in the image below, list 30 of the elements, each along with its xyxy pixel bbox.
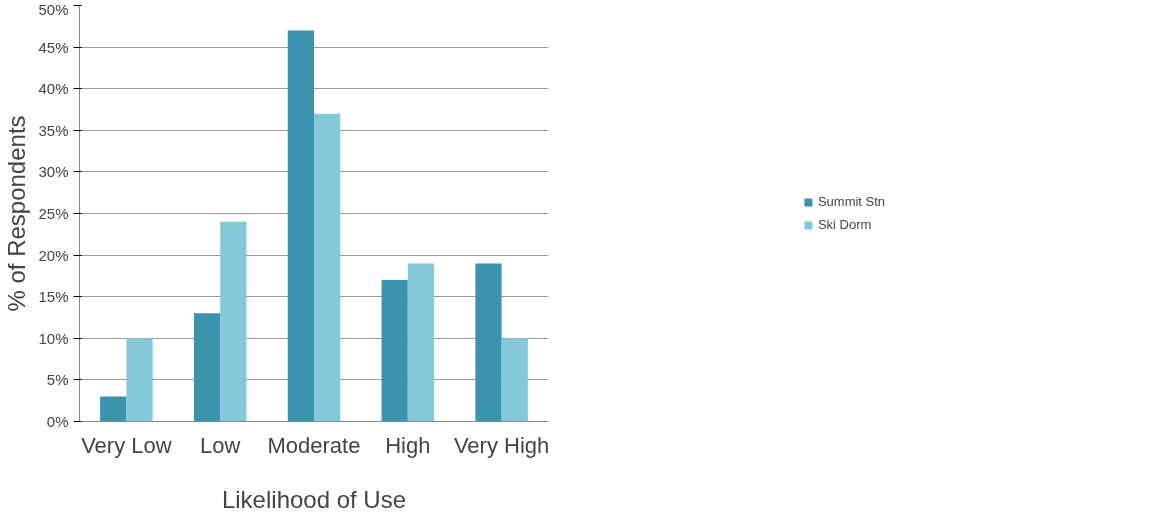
bar <box>475 263 502 422</box>
y-tick-label: 10% <box>38 329 69 347</box>
legend-label: Ski Dorm <box>817 217 872 232</box>
bar <box>193 313 221 422</box>
bar <box>126 338 153 422</box>
x-tick-label: Very High <box>453 432 550 458</box>
x-tick-label: Moderate <box>267 432 361 458</box>
bar <box>501 338 528 422</box>
y-tick-label: 50% <box>38 0 69 18</box>
bar <box>220 221 247 422</box>
bar <box>287 30 314 422</box>
y-tick-label: 30% <box>38 163 69 181</box>
y-tick-label: 15% <box>38 288 69 306</box>
bar <box>100 396 127 422</box>
bar <box>407 263 435 422</box>
y-axis-title: % of Respondents <box>3 115 31 312</box>
bar <box>381 280 408 422</box>
y-tick-label: 45% <box>38 38 69 56</box>
legend-label: Summit Stn <box>817 194 886 209</box>
y-tick-label: 0% <box>46 413 69 430</box>
x-tick-label: Very Low <box>81 432 172 458</box>
x-axis-title: Likelihood of Use <box>221 485 407 513</box>
y-tick-label: 35% <box>38 121 69 139</box>
y-tick-label: 40% <box>38 80 69 98</box>
x-tick-label: Low <box>200 432 241 458</box>
bar <box>314 113 341 422</box>
x-tick-label: High <box>385 432 431 458</box>
y-tick-label: 20% <box>38 246 69 264</box>
y-tick-label: 5% <box>46 371 69 389</box>
y-tick-label: 25% <box>38 205 69 222</box>
